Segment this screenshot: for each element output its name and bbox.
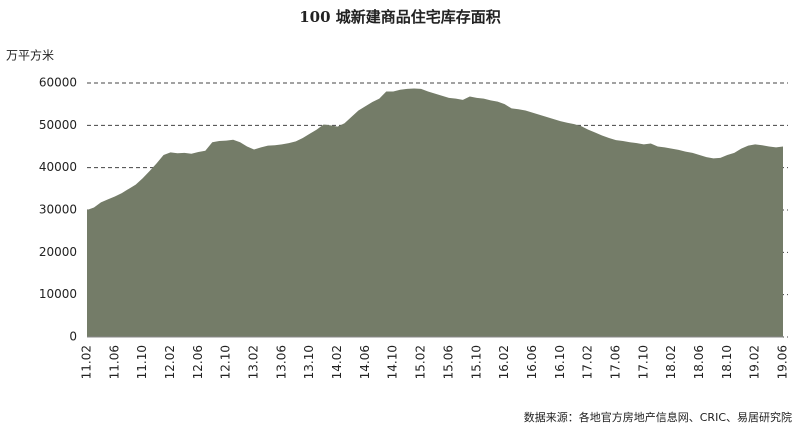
x-tick-label: 19.02 bbox=[748, 345, 762, 379]
area bbox=[87, 88, 783, 338]
x-tick-label: 12.02 bbox=[163, 345, 177, 379]
y-tick-label: 50000 bbox=[39, 118, 77, 132]
x-tick-label: 18.02 bbox=[664, 345, 678, 379]
x-tick-label: 11.02 bbox=[80, 345, 94, 379]
y-tick-label: 20000 bbox=[39, 245, 77, 259]
x-tick-label: 16.06 bbox=[525, 345, 539, 379]
x-tick-label: 11.06 bbox=[107, 345, 121, 379]
x-tick-label: 17.02 bbox=[581, 345, 595, 379]
x-tick-label: 16.02 bbox=[497, 345, 511, 379]
x-tick-label: 14.10 bbox=[386, 345, 400, 379]
x-tick-label: 15.10 bbox=[469, 345, 483, 379]
y-tick-label: 30000 bbox=[39, 203, 77, 217]
x-tick-label: 15.02 bbox=[414, 345, 428, 379]
chart-title: 100 城新建商品住宅库存面积 bbox=[299, 8, 501, 26]
x-tick-label: 13.06 bbox=[274, 345, 288, 379]
x-tick-label: 16.10 bbox=[553, 345, 567, 379]
x-tick-label: 13.02 bbox=[247, 345, 261, 379]
x-tick-label: 17.06 bbox=[608, 345, 622, 379]
x-tick-label: 15.06 bbox=[441, 345, 455, 379]
x-tick-label: 13.10 bbox=[302, 345, 316, 379]
x-tick-label: 17.10 bbox=[636, 345, 650, 379]
y-tick-label: 40000 bbox=[39, 160, 77, 174]
x-tick-label: 18.10 bbox=[720, 345, 734, 379]
y-tick-label: 10000 bbox=[39, 287, 77, 301]
x-tick-label: 14.02 bbox=[330, 345, 344, 379]
x-tick-label: 19.06 bbox=[776, 345, 790, 379]
x-tick-label: 12.06 bbox=[191, 345, 205, 379]
x-tick-label: 12.10 bbox=[219, 345, 233, 379]
y-axis-label: 万平方米 bbox=[6, 48, 54, 63]
y-tick-label: 0 bbox=[69, 330, 77, 344]
x-tick-label: 11.10 bbox=[135, 345, 149, 379]
y-tick-label: 60000 bbox=[39, 76, 77, 90]
x-tick-label: 14.06 bbox=[358, 345, 372, 379]
x-tick-label: 18.06 bbox=[692, 345, 706, 379]
source-note: 数据来源：各地官方房地产信息网、CRIC、易居研究院 bbox=[524, 410, 792, 424]
